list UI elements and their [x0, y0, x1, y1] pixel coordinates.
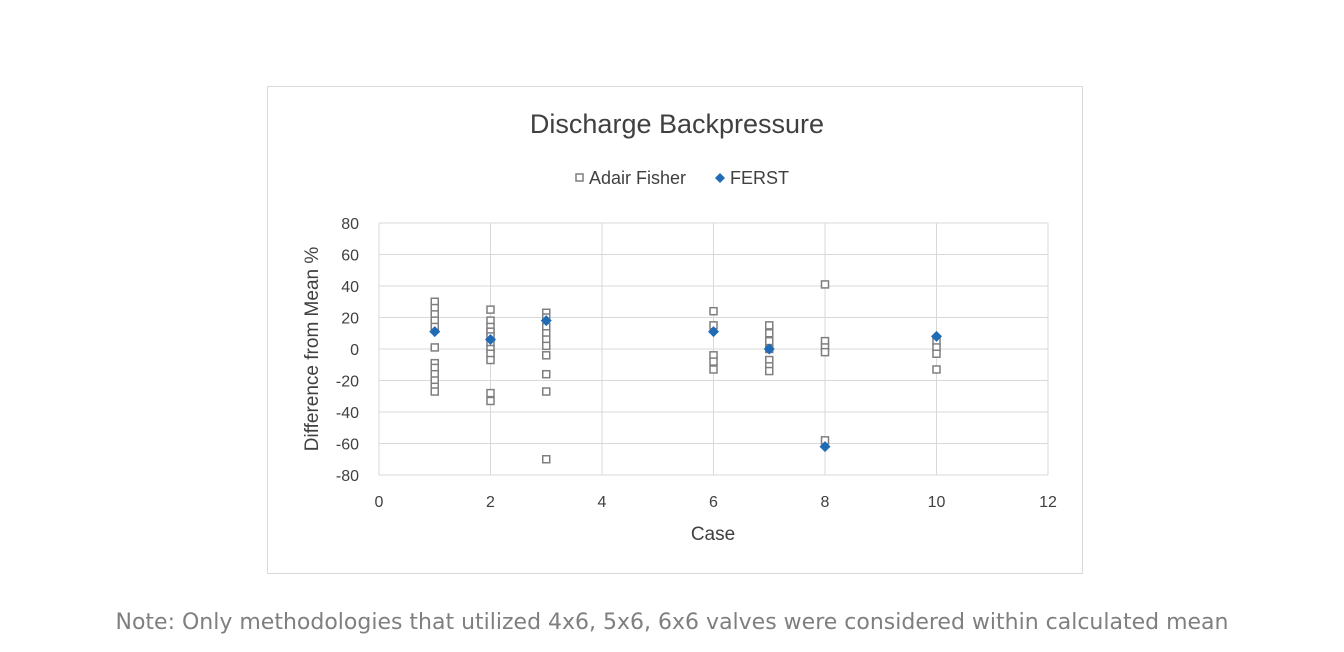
adair-fisher-point — [486, 305, 495, 314]
adair-fisher-point — [709, 306, 718, 316]
y-tick-label: -20 — [336, 374, 359, 391]
y-tick-label: 0 — [350, 342, 359, 359]
ferst-point — [429, 326, 441, 338]
y-tick-label: -60 — [336, 437, 359, 454]
legend-label-adair-fisher: Adair Fisher — [589, 168, 686, 188]
adair-fisher-point — [932, 349, 941, 358]
y-tick-label: -80 — [336, 468, 359, 485]
adair-fisher-point — [486, 396, 495, 406]
adair-fisher-point — [709, 365, 718, 374]
adair-fisher-point — [765, 329, 774, 338]
x-tick-label: 8 — [821, 494, 830, 511]
adair-fisher-point — [820, 280, 830, 289]
adair-fisher-point — [542, 351, 551, 360]
adair-fisher-point — [765, 321, 774, 330]
adair-fisher-point — [430, 343, 439, 352]
ferst-point — [819, 441, 831, 453]
chart-title: Discharge Backpressure — [530, 109, 824, 139]
x-tick-label: 2 — [486, 494, 495, 511]
ferst-point — [485, 334, 496, 346]
adair-fisher-point — [765, 366, 774, 376]
legend-label-ferst: FERST — [730, 168, 789, 188]
y-tick-label: 80 — [341, 216, 359, 233]
adair-fisher-point — [932, 365, 941, 374]
adair-fisher-point — [709, 357, 718, 366]
adair-fisher-point — [542, 341, 551, 351]
legend-marker-adair-fisher — [575, 173, 584, 182]
ferst-point — [540, 315, 552, 327]
adair-fisher-point — [542, 369, 551, 379]
adair-fisher-point — [486, 355, 495, 365]
adair-fisher-point — [820, 347, 830, 357]
footnote: Note: Only methodologies that utilized 4… — [115, 610, 1229, 635]
x-tick-label: 10 — [928, 494, 946, 511]
ferst-point — [931, 330, 942, 342]
discharge-backpressure-chart: Discharge Backpressure Adair Fisher FERS… — [302, 109, 1057, 545]
x-tick-label: 0 — [375, 494, 384, 511]
y-tick-label: 60 — [341, 248, 359, 265]
y-tick-label: 40 — [341, 279, 359, 296]
y-tick-label: 20 — [341, 311, 359, 328]
data-points — [429, 280, 942, 464]
x-axis-title: Case — [691, 524, 735, 545]
y-tick-label: -40 — [336, 405, 359, 422]
legend: Adair Fisher FERST — [575, 168, 789, 188]
adair-fisher-point — [542, 387, 551, 396]
x-tick-label: 6 — [709, 494, 718, 511]
x-tick-label: 12 — [1039, 494, 1057, 511]
x-tick-label: 4 — [598, 494, 607, 511]
adair-fisher-point — [486, 388, 495, 398]
adair-fisher-point — [542, 455, 551, 464]
chart-frame: Discharge Backpressure Adair Fisher FERS… — [267, 86, 1083, 574]
y-axis-title: Difference from Mean % — [302, 247, 323, 452]
ferst-point — [763, 343, 775, 355]
axes: 80 60 40 20 0 -20 -40 -60 -80 0 2 4 6 8 10 12 — [336, 216, 1057, 511]
ferst-point — [708, 326, 719, 338]
gridlines — [378, 222, 1049, 476]
adair-fisher-point — [430, 387, 439, 396]
legend-marker-ferst — [715, 173, 725, 183]
